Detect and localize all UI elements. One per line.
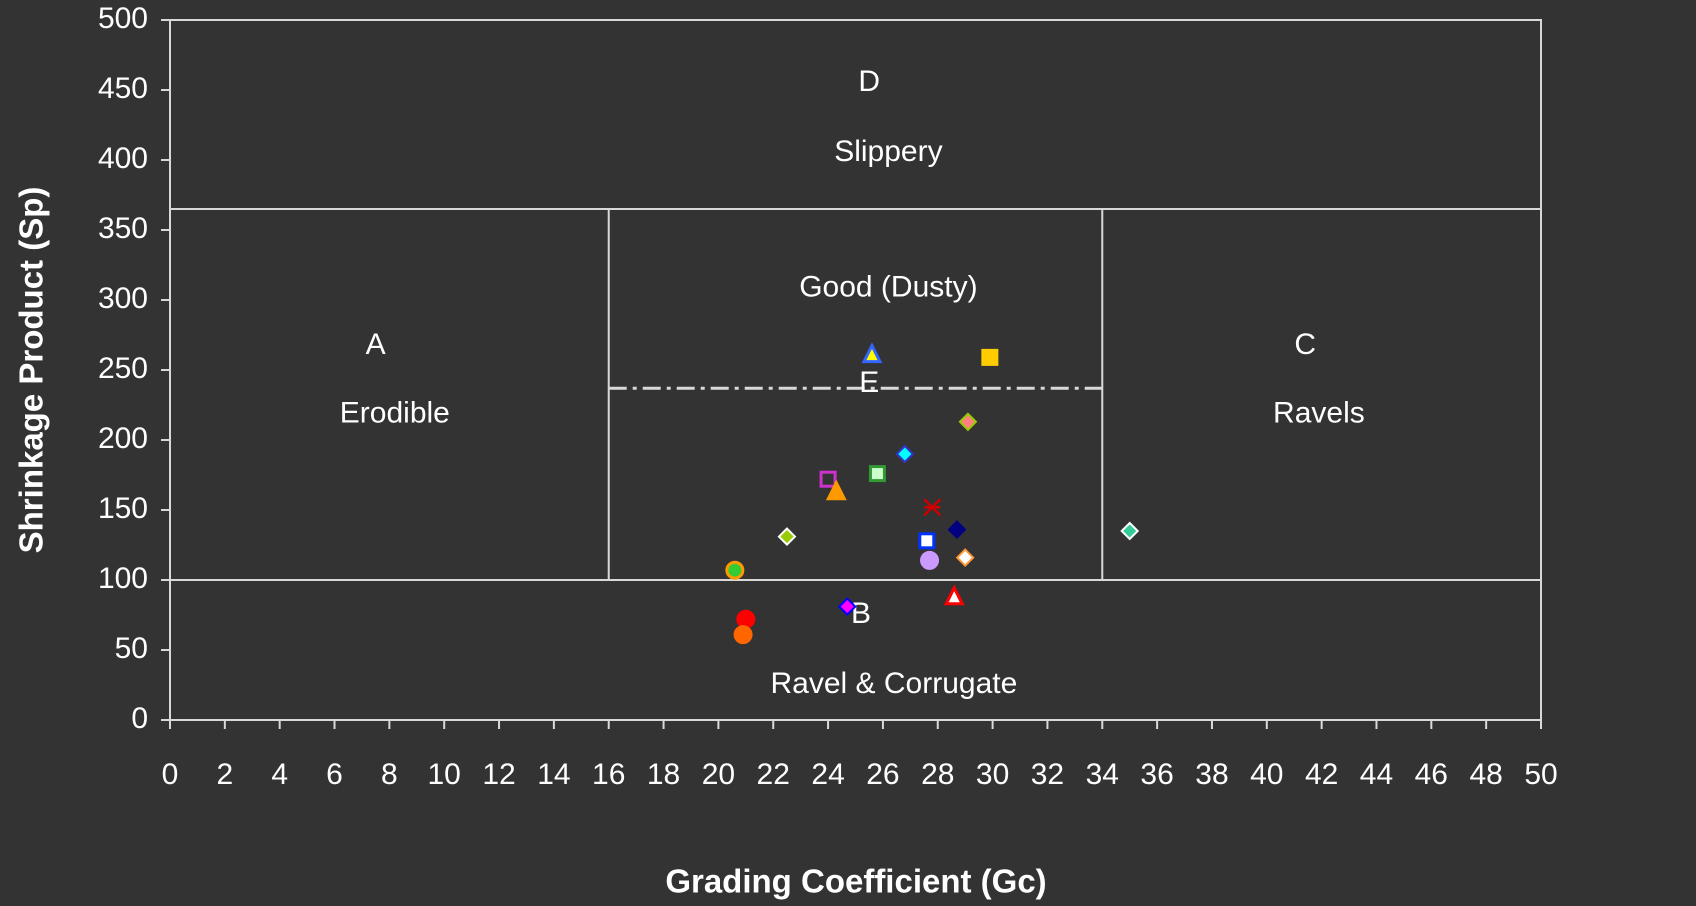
x-tick-label: 24 (811, 758, 844, 791)
zone-label: E (859, 366, 879, 399)
point (861, 342, 883, 364)
x-tick-label: 18 (647, 758, 680, 791)
zone-label: Ravels (1273, 397, 1365, 430)
y-tick-label: 100 (98, 562, 148, 595)
x-tick-label: 42 (1305, 758, 1338, 791)
point (947, 520, 967, 540)
x-tick-label: 50 (1524, 758, 1557, 791)
x-axis-title: Grading Coefficient (Gc) (665, 863, 1046, 900)
point (725, 560, 745, 580)
point (819, 470, 837, 488)
zone-label: A (366, 328, 386, 361)
x-tick-label: 16 (592, 758, 625, 791)
y-tick-label: 250 (98, 352, 148, 385)
x-tick-label: 12 (482, 758, 515, 791)
zone-label: Erodible (340, 397, 450, 430)
x-tick-label: 4 (271, 758, 288, 791)
x-tick-label: 2 (216, 758, 233, 791)
zone-label: B (851, 597, 871, 630)
x-tick-label: 26 (866, 758, 899, 791)
x-tick-label: 46 (1415, 758, 1448, 791)
point (736, 609, 756, 629)
x-tick-label: 36 (1140, 758, 1173, 791)
zone-label: D (858, 65, 880, 98)
point (923, 498, 942, 517)
point (920, 550, 940, 570)
y-tick-label: 400 (98, 142, 148, 175)
y-tick-label: 300 (98, 282, 148, 315)
point (918, 532, 936, 550)
x-tick-label: 22 (757, 758, 790, 791)
x-tick-label: 34 (1086, 758, 1119, 791)
zone-label: C (1294, 328, 1316, 361)
x-tick-label: 8 (381, 758, 398, 791)
y-tick-label: 50 (115, 632, 148, 665)
point (868, 465, 886, 483)
x-tick-label: 32 (1031, 758, 1064, 791)
point (943, 584, 965, 606)
x-tick-label: 6 (326, 758, 343, 791)
x-tick-label: 0 (162, 758, 179, 791)
y-tick-label: 0 (131, 702, 148, 735)
y-tick-label: 450 (98, 72, 148, 105)
zone-label: Ravel & Corrugate (770, 667, 1017, 700)
point (837, 597, 857, 617)
zone-label: Good (Dusty) (799, 271, 977, 304)
y-tick-label: 500 (98, 2, 148, 35)
x-tick-label: 44 (1360, 758, 1393, 791)
x-tick-label: 10 (428, 758, 461, 791)
x-tick-label: 48 (1469, 758, 1502, 791)
x-tick-label: 38 (1195, 758, 1228, 791)
y-tick-label: 350 (98, 212, 148, 245)
point (1120, 521, 1140, 541)
y-tick-label: 200 (98, 422, 148, 455)
x-tick-label: 28 (921, 758, 954, 791)
y-axis-title: Shrinkage Product (Sp) (13, 187, 50, 554)
point (895, 444, 915, 464)
point (958, 412, 978, 432)
x-tick-label: 40 (1250, 758, 1283, 791)
y-tick-label: 150 (98, 492, 148, 525)
point (981, 348, 999, 366)
point (733, 625, 753, 645)
point (777, 527, 797, 547)
zone-label: Slippery (834, 135, 942, 168)
x-tick-label: 20 (702, 758, 735, 791)
point (825, 479, 847, 501)
x-tick-label: 14 (537, 758, 570, 791)
x-tick-label: 30 (976, 758, 1009, 791)
point (955, 548, 975, 568)
